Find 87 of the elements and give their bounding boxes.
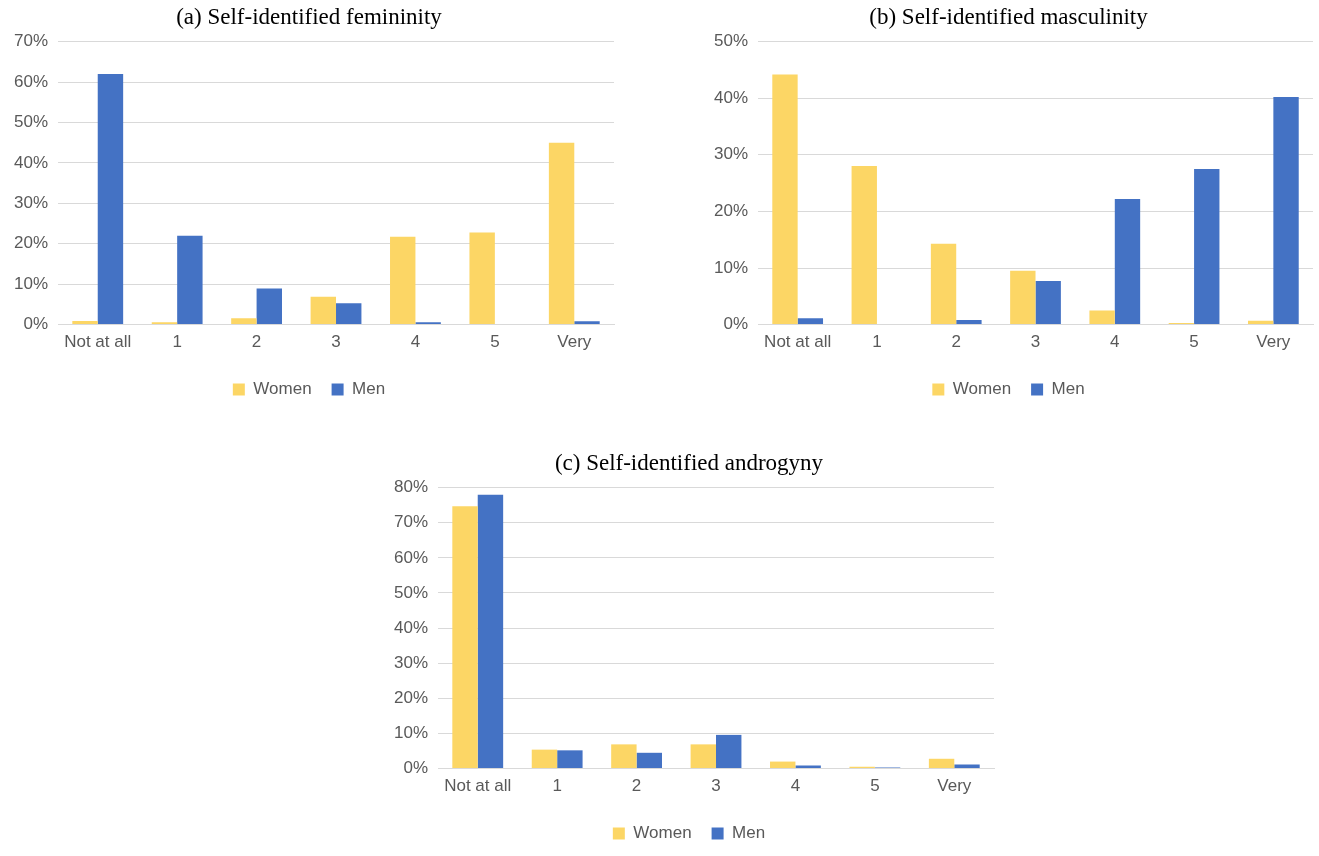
x-tick-label: 4	[790, 776, 801, 796]
bar	[231, 318, 257, 325]
x-tick-label: 1	[172, 332, 182, 352]
y-tick-label: 60%	[13, 71, 49, 91]
x-tick-label: Not at all	[64, 332, 132, 352]
legend-label: Men	[352, 379, 386, 399]
y-tick-label: 70%	[393, 512, 429, 532]
bar	[716, 734, 742, 769]
bar	[1194, 168, 1220, 325]
x-tick-label: 3	[1030, 332, 1041, 352]
y-tick-label: 40%	[393, 617, 429, 637]
y-tick-label: 10%	[713, 257, 749, 277]
bar	[72, 320, 98, 325]
x-tick-label: 4	[1110, 332, 1120, 352]
x-tick-label: 4	[410, 332, 421, 352]
bar	[336, 303, 362, 325]
chart-title: (a) Self-identified femininity	[176, 3, 443, 29]
y-tick-label: 40%	[713, 87, 749, 107]
bar	[954, 764, 980, 769]
legend-label: Women	[952, 379, 1012, 399]
bar	[452, 506, 478, 769]
y-tick-label: 60%	[393, 547, 429, 567]
y-tick-label: 80%	[393, 477, 429, 497]
bar	[256, 288, 282, 325]
x-tick-label: Not at all	[444, 776, 512, 796]
x-tick-label: Very	[557, 332, 592, 352]
y-tick-label: 30%	[393, 652, 429, 672]
x-tick-label: Not at all	[764, 332, 832, 352]
y-tick-label: 20%	[393, 688, 429, 708]
x-tick-label: Very	[937, 776, 972, 796]
bar	[390, 236, 416, 325]
bar	[1273, 97, 1299, 325]
bar	[557, 750, 583, 769]
bar	[611, 744, 637, 769]
chart-title: (b) Self-identified masculinity	[869, 3, 1149, 29]
bar	[1010, 270, 1036, 325]
bar	[574, 321, 600, 325]
x-tick-label: 5	[870, 776, 880, 796]
x-tick-label: 2	[631, 776, 642, 796]
x-tick-label: 5	[1189, 332, 1199, 352]
bar	[97, 73, 124, 325]
y-tick-label: 0%	[403, 758, 429, 778]
bar	[1089, 310, 1115, 325]
bar	[928, 758, 955, 769]
y-tick-label: 50%	[713, 31, 749, 51]
bar	[956, 320, 982, 325]
x-tick-label: 3	[331, 332, 341, 352]
bar	[797, 318, 824, 325]
x-tick-label: Very	[1256, 332, 1291, 352]
bar	[772, 74, 798, 325]
x-tick-label: 1	[552, 776, 562, 796]
x-tick-label: 2	[951, 332, 961, 352]
chart-title: (c) Self-identified androgyny	[554, 449, 824, 475]
y-tick-label: 0%	[723, 314, 749, 334]
y-tick-label: 30%	[13, 193, 49, 212]
legend-label: Men	[732, 823, 766, 843]
y-tick-label: 0%	[23, 314, 49, 334]
bar	[795, 765, 821, 769]
y-tick-label: 10%	[13, 273, 49, 293]
y-tick-label: 70%	[13, 31, 49, 51]
x-tick-label: 1	[872, 332, 882, 352]
y-tick-label: 50%	[13, 112, 49, 132]
bar	[477, 494, 504, 769]
y-tick-label: 40%	[13, 152, 49, 172]
y-tick-label: 10%	[393, 723, 429, 743]
bar	[690, 744, 717, 769]
bar	[531, 749, 558, 769]
y-tick-label: 50%	[393, 582, 429, 602]
legend-label: Women	[633, 823, 692, 843]
bar	[177, 235, 203, 325]
bar	[548, 142, 575, 325]
legend-label: Men	[1051, 379, 1085, 399]
y-tick-label: 20%	[13, 233, 49, 253]
bar	[636, 752, 662, 769]
bar	[930, 243, 957, 325]
legend-label: Women	[253, 379, 312, 399]
bar	[770, 761, 796, 769]
bar	[1035, 281, 1061, 325]
x-tick-label: 3	[711, 776, 721, 796]
bar	[469, 232, 495, 325]
y-tick-label: 20%	[713, 201, 749, 221]
x-tick-label: 2	[251, 332, 262, 352]
bar	[1114, 198, 1141, 325]
bar	[310, 296, 337, 325]
y-tick-label: 30%	[713, 144, 749, 164]
bar	[851, 166, 877, 325]
x-tick-label: 5	[490, 332, 500, 352]
